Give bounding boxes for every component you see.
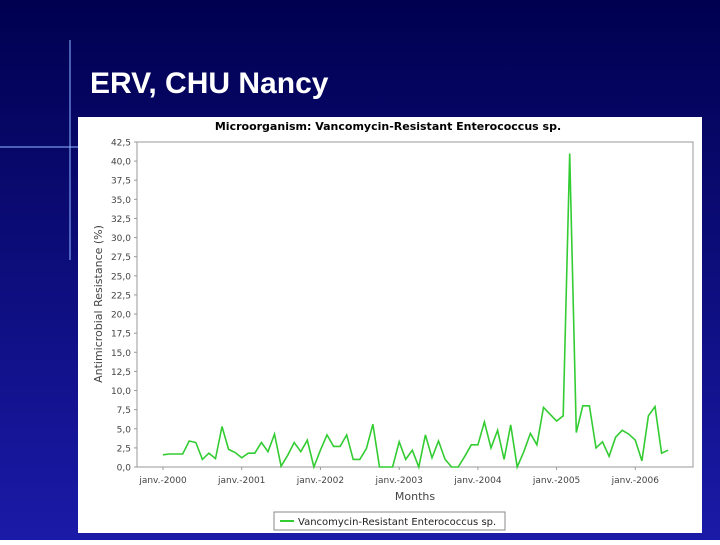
data-line	[162, 153, 669, 470]
y-tick-label: 10,0	[111, 387, 131, 397]
y-tick-label: 42,5	[111, 139, 131, 149]
y-tick-label: 2,5	[117, 444, 131, 454]
x-tick-label: janv.-2006	[611, 476, 660, 486]
x-tick-label: janv.-2002	[296, 476, 344, 486]
x-tick-label: janv.-2005	[532, 476, 580, 486]
y-tick-label: 22,5	[111, 291, 131, 301]
y-tick-label: 17,5	[111, 330, 131, 340]
y-axis-title: Antimicrobial Resistance (%)	[92, 225, 105, 383]
slide-title: ERV, CHU Nancy	[90, 67, 329, 100]
plot-area	[136, 141, 694, 468]
y-tick-label: 35,0	[111, 196, 131, 206]
legend	[273, 511, 506, 531]
legend-label: Vancomycin-Resistant Enterococcus sp.	[298, 517, 496, 528]
chart-title: Microorganism: Vancomycin-Resistant Ente…	[215, 120, 561, 133]
y-tick-label: 20,0	[111, 311, 131, 321]
y-tick-label: 15,0	[111, 349, 131, 359]
y-tick-label: 30,0	[111, 234, 131, 244]
x-axis-title: Months	[395, 490, 435, 503]
x-tick-label: janv.-2000	[138, 476, 187, 486]
y-tick-label: 40,0	[111, 158, 131, 168]
y-tick-label: 5,0	[117, 425, 132, 435]
x-tick-label: janv.-2004	[453, 476, 502, 486]
y-tick-label: 0,0	[117, 464, 132, 474]
y-tick-label: 25,0	[111, 272, 131, 282]
y-tick-label: 37,5	[111, 177, 131, 187]
y-tick-label: 12,5	[111, 368, 131, 378]
y-tick-label: 27,5	[111, 253, 131, 263]
x-tick-label: janv.-2003	[374, 476, 422, 486]
x-tick-label: janv.-2001	[217, 476, 265, 486]
y-tick-label: 32,5	[111, 215, 131, 225]
y-tick-label: 7,5	[117, 406, 131, 416]
